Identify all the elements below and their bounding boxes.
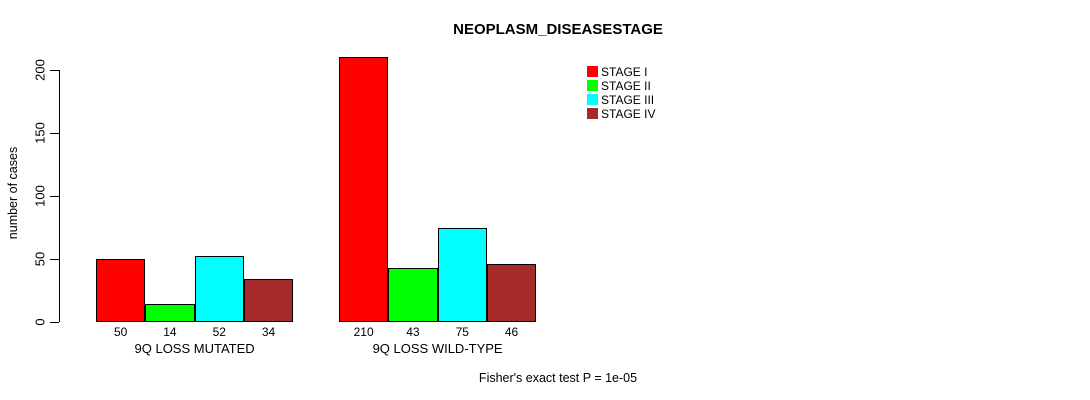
legend-swatch-icon <box>587 66 598 77</box>
bar-stage-iv <box>243 279 294 322</box>
bar-stage-i <box>96 259 146 322</box>
bar-stage-iii <box>437 227 487 322</box>
y-tick-label: 50 <box>32 251 48 267</box>
bar-value-label: 46 <box>504 325 519 339</box>
bar-stage-ii <box>388 267 438 322</box>
bar-value-label: 43 <box>406 325 420 339</box>
y-axis-line <box>59 70 60 322</box>
bar-value-label: 50 <box>113 325 128 339</box>
bar-stage-iv <box>486 264 537 322</box>
group-label: 9Q LOSS WILD-TYPE <box>372 341 503 356</box>
bar-value-label: 34 <box>261 325 276 339</box>
y-tick-label: 150 <box>32 122 48 144</box>
legend-swatch-icon <box>587 80 598 91</box>
bar-value-label: 75 <box>455 325 469 339</box>
bar-value-label: 14 <box>163 325 177 339</box>
y-tick <box>50 196 59 197</box>
y-axis-label: number of cases <box>6 146 20 240</box>
bar-stage-ii <box>145 304 195 322</box>
legend-swatch-icon <box>587 94 598 105</box>
chart-title: NEOPLASM_DISEASESTAGE <box>453 21 663 38</box>
annotation-text: Fisher's exact test P = 1e-05 <box>478 371 638 385</box>
legend-label: STAGE IV <box>601 107 656 121</box>
y-tick <box>50 133 59 134</box>
y-tick-label: 100 <box>32 185 48 207</box>
group-label: 9Q LOSS MUTATED <box>134 341 255 356</box>
y-tick-label: 0 <box>32 318 48 326</box>
bar-value-label: 52 <box>212 325 226 339</box>
y-tick <box>50 322 59 323</box>
y-tick-label: 200 <box>32 59 48 81</box>
bar-stage-i <box>339 57 389 322</box>
bar-value-label: 210 <box>353 325 374 339</box>
bar-stage-iii <box>194 256 244 322</box>
legend-label: STAGE I <box>601 65 648 79</box>
legend-label: STAGE II <box>601 79 651 93</box>
y-tick <box>50 70 59 71</box>
legend-label: STAGE III <box>601 93 655 107</box>
y-tick <box>50 259 59 260</box>
legend-swatch-icon <box>587 108 598 119</box>
